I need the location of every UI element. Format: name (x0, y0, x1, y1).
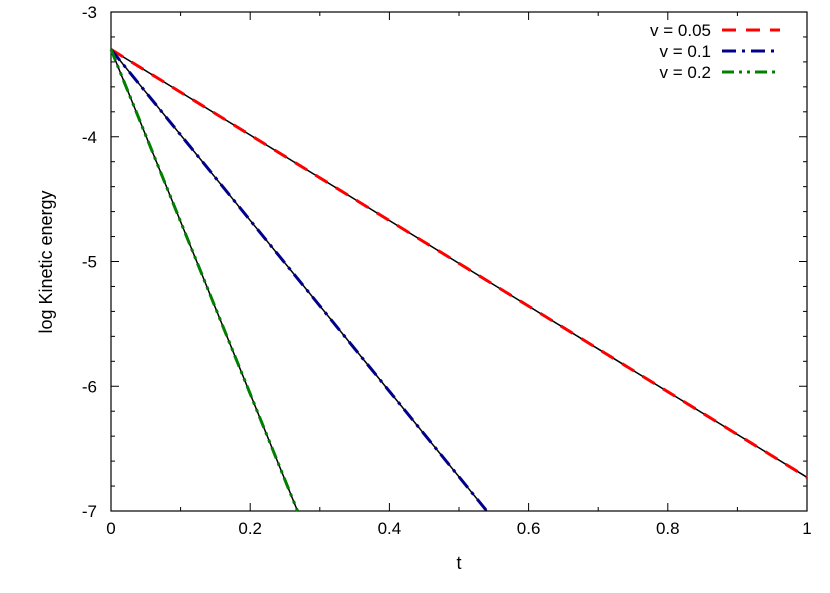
series-line (109, 48, 489, 512)
legend-label: v = 0.1 (659, 42, 711, 61)
x-tick-label: 0.8 (656, 519, 680, 538)
legend-label: v = 0.05 (650, 21, 711, 40)
series-lines (109, 48, 808, 512)
x-tick-label: 0.4 (378, 519, 402, 538)
y-tick-label: -7 (82, 502, 97, 521)
plot-frame (110, 11, 808, 512)
y-tick-label: -4 (82, 128, 97, 147)
legend: v = 0.05 v = 0.1 v = 0.2 (650, 21, 780, 82)
axis-ticks (110, 11, 808, 512)
x-tick-label: 0 (106, 519, 115, 538)
series-line (110, 48, 808, 479)
legend-label: v = 0.2 (659, 63, 711, 82)
axis-tick-labels: 0 0.2 0.4 0.6 0.8 1 -7 -6 -5 -4 -3 (82, 3, 812, 538)
x-axis-label: t (456, 553, 461, 573)
y-tick-label: -5 (82, 253, 97, 272)
x-tick-label: 1 (802, 519, 811, 538)
x-tick-label: 0.6 (517, 519, 541, 538)
series-line (109, 48, 299, 512)
y-tick-label: -6 (82, 377, 97, 396)
y-tick-label: -3 (82, 3, 97, 22)
x-tick-label: 0.2 (238, 519, 262, 538)
reference-lines (110, 48, 808, 512)
y-axis-label: log Kinetic energy (36, 190, 56, 333)
